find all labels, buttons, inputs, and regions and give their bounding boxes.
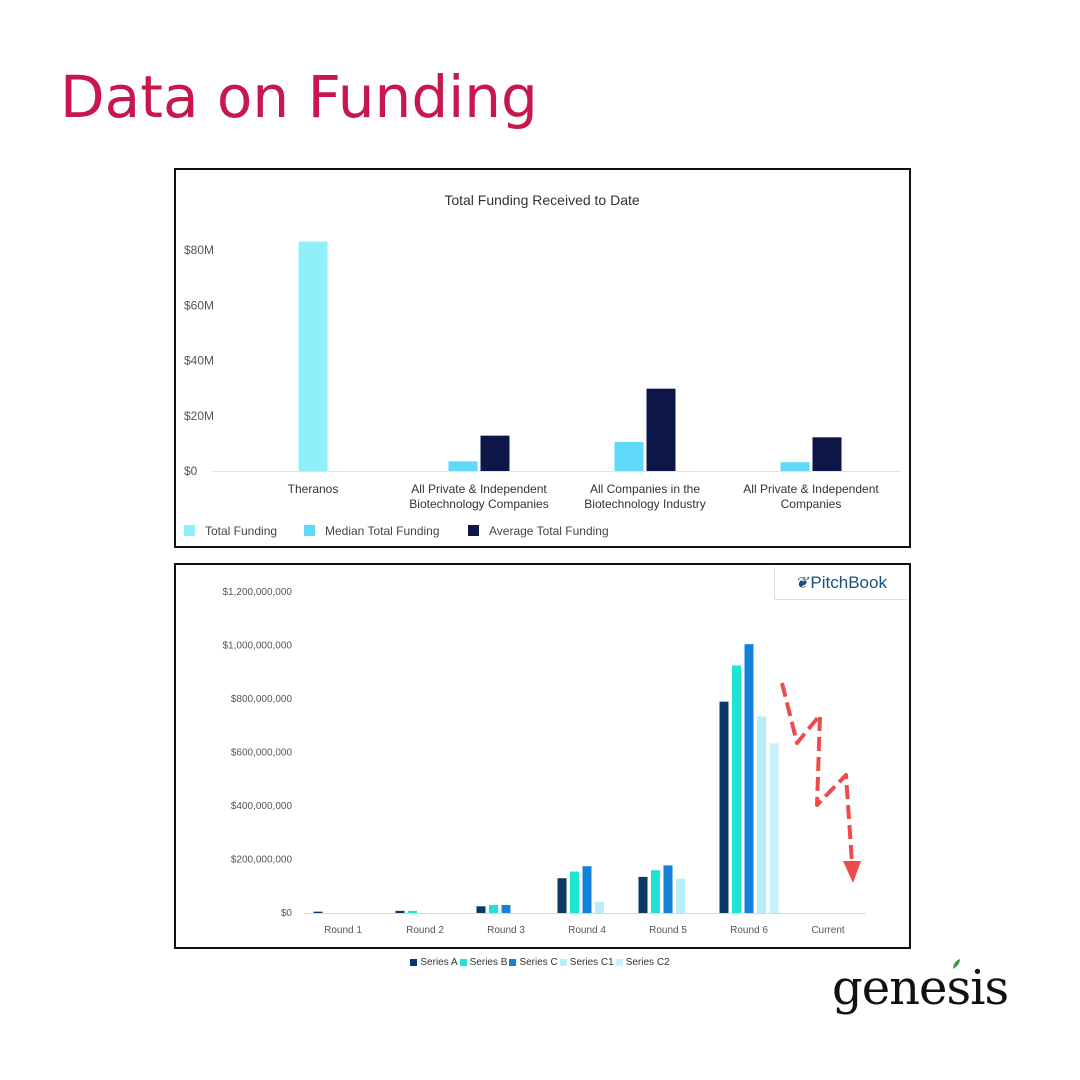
chart2-bar-series-c bbox=[582, 866, 592, 913]
chart1-y-tick-label: $60M bbox=[184, 298, 214, 312]
chart2-legend-swatch bbox=[410, 958, 418, 966]
chart2-bar-series-a bbox=[719, 701, 729, 913]
total-funding-chart: Total Funding Received to Date $0 $20M $40M… bbox=[184, 192, 901, 538]
chart1-legend-swatch bbox=[468, 525, 479, 536]
chart2-bar-series-b bbox=[570, 871, 579, 913]
chart2-legend-swatch bbox=[509, 958, 517, 966]
chart1-bar-median-total-funding bbox=[448, 461, 478, 471]
chart1-category-label: All Companies in the bbox=[590, 482, 700, 496]
chart2-bar-series-b bbox=[651, 870, 660, 913]
chart2-y-tick-label: $200,000,000 bbox=[231, 855, 293, 866]
chart1-category-label: All Private & Independent bbox=[743, 482, 879, 496]
chart1-legend-label: Total Funding bbox=[205, 524, 277, 538]
chart2-y-tick-label: $0 bbox=[281, 908, 293, 919]
chart2-bar-series-c bbox=[744, 644, 754, 913]
decline-arrow-head-icon bbox=[843, 861, 861, 883]
chart2-bar-series-a bbox=[476, 906, 486, 913]
chart2-bar-series-a bbox=[557, 878, 567, 913]
chart2-category-label: Round 1 bbox=[324, 925, 362, 936]
chart1-y-tick-label: $40M bbox=[184, 354, 214, 368]
chart1-category-label: Biotechnology Industry bbox=[584, 497, 705, 511]
funding-rounds-chart-panel: $0 $200,000,000 $400,000,000 $600,000,000 $8… bbox=[174, 563, 911, 949]
chart1-legend-label: Median Total Funding bbox=[325, 524, 440, 538]
chart2-bar-series-c bbox=[501, 904, 511, 913]
chart1-legend-label: Average Total Funding bbox=[489, 524, 609, 538]
chart2-category-label: Round 2 bbox=[406, 925, 444, 936]
chart2-y-tick-label: $800,000,000 bbox=[231, 694, 293, 705]
chart1-legend-swatch bbox=[184, 525, 195, 536]
chart1-y-tick-label: $20M bbox=[184, 409, 214, 423]
funding-rounds-legend: Series A Series B Series C Series C1 Series … bbox=[0, 957, 1080, 968]
chart1-bar-average-total-funding bbox=[646, 388, 676, 471]
decline-arrow bbox=[780, 682, 854, 864]
chart2-legend-swatch bbox=[459, 958, 467, 966]
chart2-y-tick-label: $600,000,000 bbox=[231, 748, 293, 759]
chart2-bar-series-b bbox=[732, 665, 741, 913]
chart1-bar-median-total-funding bbox=[614, 441, 644, 471]
chart2-bar-series-a bbox=[313, 911, 323, 913]
chart1-category-label: Companies bbox=[781, 497, 842, 511]
chart1-legend-swatch bbox=[304, 525, 315, 536]
chart1-category-label: All Private & Independent bbox=[411, 482, 547, 496]
chart2-category-label: Round 6 bbox=[730, 925, 768, 936]
chart2-legend-item: Series C2 bbox=[615, 957, 670, 968]
chart2-y-tick-label: $400,000,000 bbox=[231, 801, 293, 812]
chart1-category-label: Theranos bbox=[288, 482, 339, 496]
chart2-category-label: Round 5 bbox=[649, 925, 687, 936]
chart1-y-tick-label: $0 bbox=[184, 464, 198, 478]
chart2-legend-item: Series A bbox=[410, 957, 458, 968]
page-title: Data on Funding bbox=[60, 63, 538, 131]
chart1-title: Total Funding Received to Date bbox=[444, 192, 640, 208]
chart1-category-label: Biotechnology Companies bbox=[409, 497, 548, 511]
genesis-leaf-icon bbox=[953, 959, 960, 969]
chart2-bar-series-c1 bbox=[676, 878, 685, 913]
chart1-bar-average-total-funding bbox=[480, 435, 510, 471]
chart2-category-label: Round 4 bbox=[568, 925, 606, 936]
chart2-category-label: Round 3 bbox=[487, 925, 525, 936]
chart2-category-label: Current bbox=[811, 925, 845, 936]
chart2-legend-swatch bbox=[559, 958, 567, 966]
chart2-bar-series-c2 bbox=[769, 743, 779, 913]
chart2-legend-label: Series C2 bbox=[625, 957, 670, 968]
pitchbook-leaf-icon: ❦ bbox=[795, 575, 809, 592]
chart2-legend-item: Series C1 bbox=[559, 957, 614, 968]
chart2-legend-label: Series C1 bbox=[569, 957, 614, 968]
chart2-legend-label: Series B bbox=[469, 957, 508, 968]
chart1-bar-total-funding bbox=[298, 241, 328, 471]
chart2-bar-series-c bbox=[663, 865, 673, 913]
chart2-legend-label: Series C bbox=[519, 957, 558, 968]
chart2-legend-label: Series A bbox=[420, 957, 458, 968]
chart1-y-tick-label: $80M bbox=[184, 243, 214, 257]
chart2-bar-series-a bbox=[395, 910, 405, 913]
chart1-bar-average-total-funding bbox=[812, 437, 842, 471]
chart2-bar-series-b bbox=[489, 904, 498, 913]
chart2-legend-swatch bbox=[615, 958, 623, 966]
pitchbook-logo: ❦ PitchBook bbox=[774, 567, 907, 600]
chart2-legend-item: Series C bbox=[509, 957, 558, 968]
genesis-logo: genesis bbox=[832, 960, 1009, 1016]
chart2-bar-series-c1 bbox=[757, 716, 766, 913]
chart2-bar-series-b bbox=[408, 910, 417, 913]
chart2-bar-series-c1 bbox=[595, 901, 604, 913]
chart1-bar-median-total-funding bbox=[780, 462, 810, 471]
chart2-legend-item: Series B bbox=[459, 957, 508, 968]
chart2-y-tick-label: $1,200,000,000 bbox=[222, 587, 292, 598]
funding-rounds-chart: $0 $200,000,000 $400,000,000 $600,000,000 $8… bbox=[222, 587, 866, 936]
chart2-y-tick-label: $1,000,000,000 bbox=[222, 641, 292, 652]
chart2-bar-series-a bbox=[638, 876, 648, 913]
pitchbook-logo-text: PitchBook bbox=[810, 573, 887, 592]
total-funding-chart-panel: Total Funding Received to Date $0 $20M $40M… bbox=[174, 168, 911, 548]
